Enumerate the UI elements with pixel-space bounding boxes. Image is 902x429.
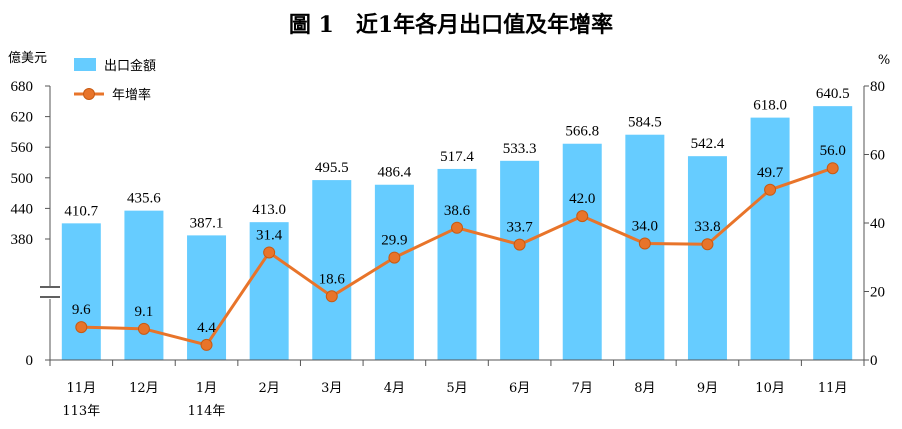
bar-value-label: 435.6	[127, 191, 161, 207]
category-label: 4月	[384, 381, 405, 396]
rate-value-label: 34.0	[632, 219, 658, 235]
rate-marker	[701, 238, 714, 251]
category-sublabel: 114年	[188, 404, 226, 419]
rate-value-label: 56.0	[820, 143, 846, 159]
bar-value-label: 410.7	[64, 203, 98, 219]
rate-marker	[451, 221, 463, 234]
bar-value-label: 517.4	[440, 149, 474, 165]
rate-marker	[200, 338, 213, 351]
left-axis-tick-label: 500	[11, 171, 34, 187]
category-label: 2月	[259, 381, 280, 396]
bar	[687, 156, 727, 360]
rate-value-label: 9.6	[72, 302, 91, 318]
right-axis-tick-label: 20	[870, 285, 885, 301]
legend-line-marker	[83, 88, 95, 100]
rate-value-label: 18.6	[319, 271, 346, 287]
bar-value-label: 584.5	[628, 115, 662, 131]
left-axis-tick-label: 380	[11, 232, 34, 248]
bar	[374, 184, 414, 360]
data-labels: 410.7 435.6 387.1 413.0 495.5 486.4 517.4 533.3…	[64, 86, 849, 336]
line-series	[75, 162, 839, 351]
right-axis-tick-label: 80	[870, 79, 885, 95]
bar-value-label: 566.8	[565, 124, 599, 140]
rate-value-label: 33.8	[694, 219, 720, 235]
legend-bar-swatch	[74, 58, 96, 71]
bar	[249, 222, 289, 360]
bar-value-label: 413.0	[252, 202, 286, 218]
rate-marker	[325, 290, 338, 303]
bar-value-label: 387.1	[190, 215, 224, 231]
rate-marker	[263, 246, 276, 259]
rate-marker	[638, 237, 651, 250]
rate-marker	[137, 322, 150, 335]
rate-value-label: 31.4	[256, 227, 283, 243]
bar-value-label: 533.3	[503, 141, 537, 157]
rate-marker	[764, 183, 777, 196]
bar	[500, 160, 540, 360]
rate-value-label: 9.1	[135, 304, 154, 320]
rate-marker	[826, 162, 839, 175]
legend-bar-label: 出口金額	[104, 58, 156, 74]
rate-value-label: 38.6	[444, 203, 471, 219]
bar	[750, 117, 790, 361]
category-label: 6月	[509, 381, 530, 396]
bar	[61, 223, 101, 360]
legend-line-label: 年增率	[112, 87, 151, 103]
category-label: 3月	[321, 381, 342, 396]
category-label: 12月	[129, 381, 159, 396]
rate-value-label: 42.0	[569, 191, 595, 207]
rate-value-label: 49.7	[757, 165, 784, 181]
rate-marker	[75, 321, 88, 334]
bar-series	[61, 106, 853, 361]
category-label: 9月	[697, 381, 718, 396]
bar-value-label: 486.4	[378, 165, 412, 181]
bar-value-label: 495.5	[315, 160, 349, 176]
right-axis-unit: %	[878, 53, 890, 68]
bar-value-label: 542.4	[691, 136, 725, 152]
bar-value-label: 640.5	[816, 86, 850, 102]
bar	[124, 210, 164, 360]
bar	[813, 106, 853, 361]
rate-marker	[388, 251, 401, 264]
right-axis-tick-label: 60	[870, 148, 885, 164]
left-axis-tick-label: 620	[11, 110, 34, 126]
left-axis-tick-label: 560	[11, 140, 34, 156]
bar	[562, 143, 602, 360]
chart-title: 圖 1 近1年各月出口值及年增率	[289, 12, 613, 38]
left-axis-tick-label: 680	[11, 79, 34, 95]
category-sublabel: 113年	[62, 404, 100, 419]
left-axis-tick-label: 440	[11, 201, 34, 217]
category-label: 8月	[634, 381, 655, 396]
category-label: 5月	[446, 381, 467, 396]
bar-value-label: 618.0	[753, 98, 787, 114]
category-label: 11月	[67, 381, 97, 396]
rate-value-label: 33.7	[506, 220, 533, 236]
left-axis-unit: 億美元	[8, 50, 47, 66]
rate-marker	[513, 238, 526, 251]
legend: 出口金額 年增率	[74, 58, 156, 103]
rate-value-label: 29.9	[381, 233, 407, 249]
category-label: 10月	[755, 381, 785, 396]
bar	[312, 180, 352, 360]
category-label: 11月	[818, 381, 848, 396]
category-label: 1月	[196, 381, 217, 396]
right-axis-tick-label: 40	[870, 216, 885, 232]
left-axis-tick-label: 0	[26, 353, 34, 369]
axes: 0 380 440 500 560 620 680 0 20 40 60 80	[11, 79, 886, 369]
category-labels: 11月 113年 12月 1月 114年 2月 3月 4月 5月 6月 7月 8月 9月 10月 11月	[62, 381, 847, 419]
right-axis-tick-label: 0	[870, 353, 878, 369]
category-label: 7月	[572, 381, 593, 396]
rate-value-label: 4.4	[197, 320, 216, 336]
bar	[437, 168, 477, 360]
rate-marker	[576, 210, 589, 223]
